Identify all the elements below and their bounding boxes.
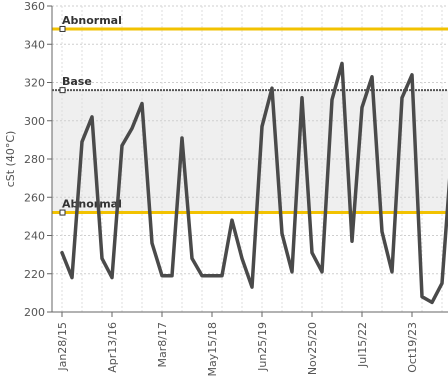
data-point: [200, 274, 204, 278]
data-point: [60, 251, 64, 255]
data-point: [420, 295, 424, 299]
data-point: [350, 239, 354, 243]
data-point: [230, 218, 234, 222]
data-point: [80, 140, 84, 144]
data-point: [70, 276, 74, 280]
x-tick-label: May15/18: [206, 322, 219, 376]
reference-label: Abnormal: [62, 198, 122, 211]
series-line: [60, 61, 448, 305]
x-tick-label: Jul15/22: [356, 322, 369, 368]
x-tick-label: Apr13/16: [106, 322, 119, 373]
reference-label: Base: [62, 75, 92, 88]
y-tick-label: 200: [24, 306, 45, 319]
data-point: [250, 285, 254, 289]
data-point: [330, 98, 334, 102]
data-point: [300, 96, 304, 100]
data-point: [220, 274, 224, 278]
x-tick-label: Jun25/19: [256, 322, 269, 372]
x-tick-label: Nov25/20: [306, 322, 319, 375]
y-tick-label: 300: [24, 115, 45, 128]
reference-marker: [59, 209, 66, 216]
data-point: [430, 300, 434, 304]
data-point: [340, 61, 344, 65]
data-point: [410, 73, 414, 77]
x-tick-label: Mar8/17: [156, 322, 169, 367]
x-tick-label: Oct19/23: [406, 322, 419, 373]
data-point: [260, 124, 264, 128]
data-point: [180, 136, 184, 140]
data-point: [150, 241, 154, 245]
normal-band: [52, 90, 448, 213]
data-point: [90, 115, 94, 119]
y-tick-label: 340: [24, 38, 45, 51]
data-point: [100, 256, 104, 260]
data-point: [270, 86, 274, 90]
data-point: [310, 251, 314, 255]
y-tick-label: 360: [24, 0, 45, 13]
data-point: [160, 274, 164, 278]
data-point: [130, 126, 134, 130]
data-point: [110, 276, 114, 280]
y-tick-label: 220: [24, 268, 45, 281]
y-tick-label: 260: [24, 191, 45, 204]
data-point: [240, 256, 244, 260]
data-point: [370, 75, 374, 79]
data-point: [440, 281, 444, 285]
data-point: [400, 96, 404, 100]
data-point: [360, 105, 364, 109]
data-point: [170, 274, 174, 278]
y-tick-label: 280: [24, 153, 45, 166]
x-tick-label: Jan28/15: [56, 322, 69, 372]
reference-label: Abnormal: [62, 14, 122, 27]
y-tick-label: 320: [24, 77, 45, 90]
data-point: [320, 270, 324, 274]
reference-marker: [59, 25, 66, 32]
data-point: [280, 232, 284, 236]
data-point: [380, 230, 384, 234]
data-point: [290, 270, 294, 274]
y-tick-label: 240: [24, 230, 45, 243]
data-point: [190, 256, 194, 260]
reference-marker: [59, 87, 66, 94]
data-point: [390, 270, 394, 274]
data-point: [140, 102, 144, 106]
data-point: [210, 274, 214, 278]
y-axis-title: cSt (40°C): [4, 131, 17, 188]
data-point: [120, 144, 124, 148]
